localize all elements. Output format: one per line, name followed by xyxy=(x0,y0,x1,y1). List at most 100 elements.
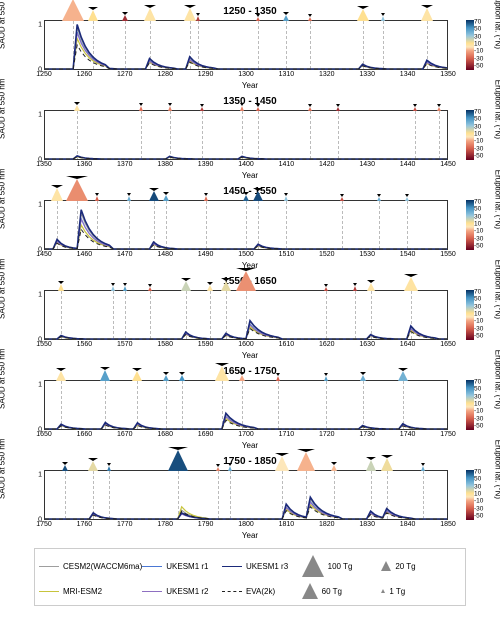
x-tick: 1310 xyxy=(279,71,295,78)
eruption-marker xyxy=(331,462,337,471)
y-ticks-left: 01 xyxy=(28,290,42,340)
ylabel-left: SAOD at 550 nm xyxy=(0,169,7,229)
eruption-marker xyxy=(421,5,433,21)
eruption-marker xyxy=(207,282,213,291)
x-tick: 1840 xyxy=(400,521,416,528)
eruption-marker xyxy=(62,462,68,471)
xlabel: Year xyxy=(4,351,496,360)
x-tick: 1450 xyxy=(440,161,456,168)
series-eva2k xyxy=(45,229,447,249)
y-tick: 0 xyxy=(38,67,42,74)
x-ticks: 1650166016701680169017001710172017301740… xyxy=(44,431,448,441)
x-tick: 1270 xyxy=(117,71,133,78)
eruption-marker xyxy=(58,281,64,291)
y-ticks-left: 01 xyxy=(28,200,42,250)
series-svg xyxy=(45,201,447,249)
x-tick: 1330 xyxy=(359,71,375,78)
eruption-marker xyxy=(340,194,344,201)
legend-label: 1 Tg xyxy=(389,587,405,596)
y-tick: 10 xyxy=(474,41,481,48)
y-tick: 70 xyxy=(474,198,481,205)
eruption-marker xyxy=(404,274,418,291)
x-tick: 1670 xyxy=(117,431,133,438)
eruption-marker xyxy=(123,283,127,291)
x-tick: 1440 xyxy=(400,161,416,168)
eruption-marker xyxy=(256,104,260,111)
x-tick: 1720 xyxy=(319,431,335,438)
x-tick: 1830 xyxy=(359,521,375,528)
y-tick: -10 xyxy=(474,228,483,235)
legend-label: UKESM1 r2 xyxy=(166,587,208,596)
x-tick: 1590 xyxy=(198,341,214,348)
y-tick: -30 xyxy=(474,415,483,422)
legend-label: EVA(2k) xyxy=(246,587,275,596)
x-tick: 1490 xyxy=(198,251,214,258)
ylabel-left: SAOD at 550 nm xyxy=(0,79,7,139)
legend-item: UKESM1 r3 xyxy=(222,555,302,577)
series-cesm2 xyxy=(45,28,447,69)
plot-area xyxy=(44,200,448,250)
ylabel-right: Eruption lat. (°N) xyxy=(494,260,500,319)
y-tick: 30 xyxy=(474,123,481,130)
eruption-marker xyxy=(367,280,375,291)
plot-area xyxy=(44,470,448,520)
x-ticks: 1350136013701380139014001410142014301440… xyxy=(44,161,448,171)
eruption-marker xyxy=(381,455,393,471)
series-svg xyxy=(45,21,447,69)
x-tick: 1520 xyxy=(319,251,335,258)
legend-size-triangle xyxy=(302,555,324,577)
eruption-marker xyxy=(421,463,425,471)
y-tick: 30 xyxy=(474,213,481,220)
x-tick: 1350 xyxy=(440,71,456,78)
y-ticks-right: -50-30-1010305070 xyxy=(474,20,488,70)
eruption-marker xyxy=(184,5,196,21)
eruption-marker xyxy=(215,363,229,381)
y-tick: 1 xyxy=(38,201,42,208)
eruption-marker xyxy=(196,13,200,21)
y-tick: -10 xyxy=(474,318,483,325)
ylabel-right: Eruption lat. (°N) xyxy=(494,170,500,229)
x-tick: 1640 xyxy=(400,341,416,348)
eruption-marker xyxy=(163,372,169,381)
eruption-marker xyxy=(243,192,249,201)
legend-label: 100 Tg xyxy=(328,562,353,571)
legend-item: 20 Tg xyxy=(381,555,461,577)
y-tick: -30 xyxy=(474,505,483,512)
x-tick: 1460 xyxy=(77,251,93,258)
y-ticks-right: -50-30-1010305070 xyxy=(474,290,488,340)
ylabel-left: SAOD at 550 nm xyxy=(0,0,7,49)
y-tick: -50 xyxy=(474,423,483,430)
chart-panel: 1550 - 165015501560157015801590160016101… xyxy=(4,278,496,360)
eruption-marker xyxy=(204,193,208,201)
eruption-marker xyxy=(284,193,288,201)
x-tick: 1470 xyxy=(117,251,133,258)
series-svg xyxy=(45,111,447,159)
x-tick: 1550 xyxy=(440,251,456,258)
x-tick: 1500 xyxy=(238,251,254,258)
eruption-marker xyxy=(56,368,66,381)
y-tick: -30 xyxy=(474,145,483,152)
eruption-marker xyxy=(377,194,381,201)
legend-label: 20 Tg xyxy=(395,562,415,571)
eruption-marker xyxy=(221,278,231,291)
eruption-marker xyxy=(283,12,289,21)
x-tick: 1710 xyxy=(279,431,295,438)
y-tick: 70 xyxy=(474,108,481,115)
y-tick: 50 xyxy=(474,116,481,123)
y-tick: 0 xyxy=(38,337,42,344)
eruption-marker xyxy=(66,176,88,201)
eruption-marker xyxy=(239,372,245,381)
eruption-marker xyxy=(405,194,409,201)
eruption-marker xyxy=(200,104,204,111)
y-tick: -10 xyxy=(474,48,483,55)
colorbar xyxy=(466,470,474,520)
eruption-marker xyxy=(398,368,408,381)
eruption-marker xyxy=(366,457,376,471)
eruption-marker xyxy=(148,284,152,291)
colorbar xyxy=(466,290,474,340)
x-tick: 1390 xyxy=(198,161,214,168)
y-tick: 0 xyxy=(38,517,42,524)
y-tick: 10 xyxy=(474,491,481,498)
eruption-marker xyxy=(308,14,312,21)
eruption-marker xyxy=(228,463,232,471)
